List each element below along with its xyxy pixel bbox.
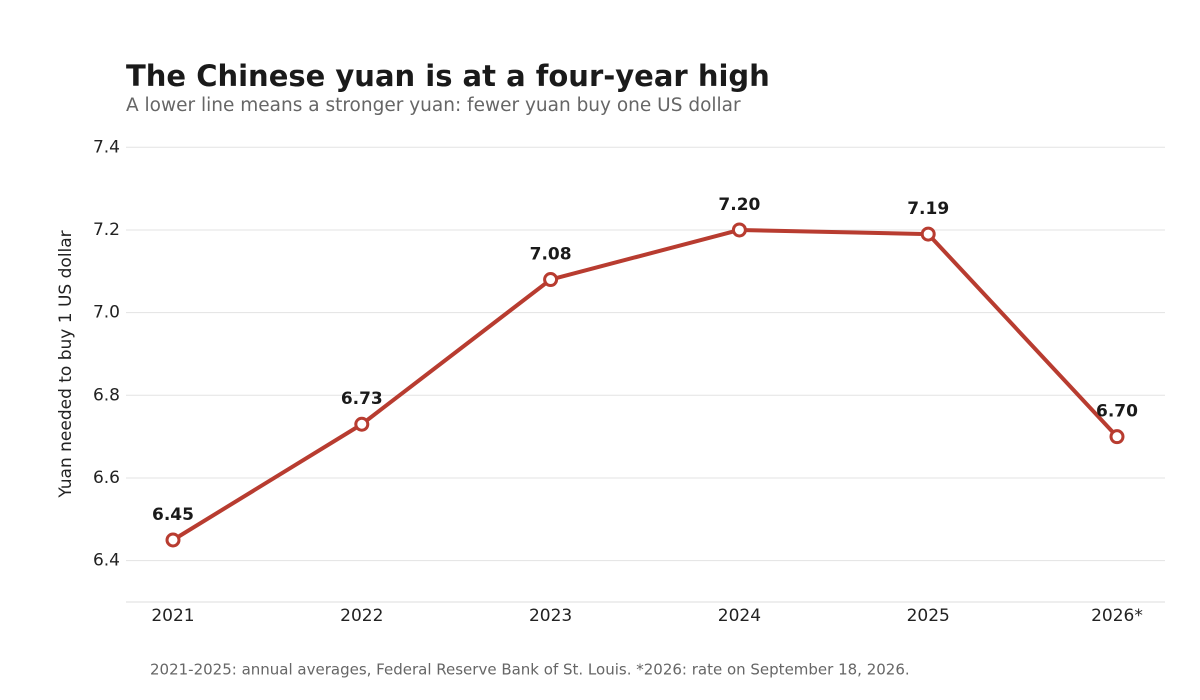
x-tick-label: 2026* xyxy=(1091,606,1143,626)
data-line xyxy=(171,227,1119,542)
y-tick-label: 7.4 xyxy=(93,137,120,157)
value-label: 7.08 xyxy=(530,245,572,265)
data-point xyxy=(543,272,559,288)
y-tick-label: 6.4 xyxy=(93,551,120,571)
y-tick-label: 7.0 xyxy=(93,303,120,323)
value-label: 7.20 xyxy=(718,195,760,215)
data-point xyxy=(731,222,747,238)
x-tick-label: 2022 xyxy=(340,606,383,626)
data-point xyxy=(165,532,181,548)
chart-subtitle: A lower line means a stronger yuan: fewe… xyxy=(126,95,741,116)
data-point xyxy=(354,416,370,432)
x-tick-label: 2024 xyxy=(718,606,761,626)
y-tick-label: 7.2 xyxy=(93,220,120,240)
y-axis-label: Yuan needed to buy 1 US dollar xyxy=(56,230,76,498)
footnote: 2021-2025: annual averages, Federal Rese… xyxy=(150,661,910,679)
data-point xyxy=(1109,429,1125,445)
value-label: 7.19 xyxy=(907,199,949,219)
y-tick-label: 6.6 xyxy=(93,468,120,488)
value-label: 6.70 xyxy=(1096,402,1138,422)
x-tick-label: 2023 xyxy=(529,606,572,626)
value-label: 6.73 xyxy=(341,389,383,409)
x-tick-label: 2021 xyxy=(151,606,194,626)
data-point xyxy=(920,226,936,242)
y-tick-label: 6.8 xyxy=(93,385,120,405)
chart-title: The Chinese yuan is at a four-year high xyxy=(126,59,770,93)
x-tick-label: 2025 xyxy=(907,606,950,626)
value-label: 6.45 xyxy=(152,505,194,525)
